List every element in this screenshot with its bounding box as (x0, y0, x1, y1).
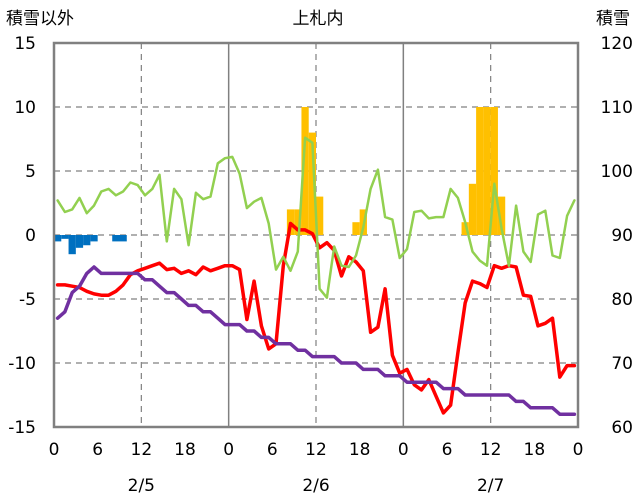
y-axis-right: 120 110 100 90 80 70 60 (601, 34, 633, 438)
x-tick: 18 (349, 440, 371, 460)
snowfall-bar (468, 183, 477, 235)
y-tick-right: 60 (611, 418, 633, 438)
precip_negative-bar (83, 235, 91, 246)
x-tick: 6 (442, 440, 453, 460)
y-tick-right: 70 (611, 354, 633, 374)
x-tick: 0 (398, 440, 409, 460)
x-tick: 18 (174, 440, 196, 460)
snowfall-bar (294, 209, 302, 235)
x-tick: 12 (305, 440, 327, 460)
snowfall-bar (308, 132, 316, 235)
snowfall-bar (461, 222, 469, 235)
precip_negative-bar (112, 235, 120, 242)
right-axis-label: 積雪 (596, 9, 630, 29)
chart-title: 上札内 (293, 9, 344, 29)
x-tick: 18 (524, 440, 546, 460)
snowfall-bar (476, 107, 484, 235)
bar-series (54, 107, 506, 255)
date-label: 2/6 (302, 476, 329, 496)
y-tick-right: 90 (611, 226, 633, 246)
precip_negative-bar (119, 235, 127, 242)
snowfall-bar (490, 107, 498, 235)
y-tick-left: 10 (14, 98, 36, 118)
x-tick: 0 (223, 440, 234, 460)
date-label: 2/7 (477, 476, 504, 496)
y-tick-right: 120 (601, 34, 633, 54)
dewpoint_like-line (56, 136, 576, 299)
y-tick-right: 110 (601, 98, 633, 118)
y-tick-right: 80 (611, 290, 633, 310)
date-labels: 2/5 2/6 2/7 (128, 476, 505, 496)
date-label: 2/5 (128, 476, 155, 496)
x-tick: 0 (573, 440, 584, 460)
snowfall-bar (483, 107, 491, 235)
precip_negative-bar (61, 235, 69, 239)
snowfall-bar (301, 107, 309, 235)
y-tick-left: 0 (25, 226, 36, 246)
plot-frame (52, 41, 580, 429)
y-tick-left: 5 (25, 162, 36, 182)
precip_negative-bar (75, 235, 84, 248)
left-axis-label: 積雪以外 (6, 9, 74, 29)
snowfall-bar (316, 196, 324, 235)
x-axis: 0 6 12 18 0 6 12 18 0 6 12 18 0 (49, 440, 584, 460)
x-tick: 6 (267, 440, 278, 460)
x-tick: 0 (49, 440, 60, 460)
y-tick-left: -5 (19, 290, 36, 310)
y-tick-right: 100 (601, 162, 633, 182)
y-tick-left: 15 (14, 34, 36, 54)
y-tick-left: -10 (8, 354, 36, 374)
x-tick: 12 (131, 440, 153, 460)
x-tick: 6 (92, 440, 103, 460)
snowfall-bar (352, 222, 360, 235)
snow_depth-line (55, 265, 577, 416)
x-tick: 12 (480, 440, 502, 460)
y-axis-left: 15 10 5 0 -5 -10 -15 (8, 34, 36, 438)
precip_negative-bar (90, 235, 98, 242)
line-series (55, 136, 577, 416)
precip_negative-bar (54, 235, 62, 242)
y-tick-left: -15 (8, 418, 36, 438)
precip_negative-bar (68, 235, 76, 255)
snowfall-bar (497, 196, 506, 235)
